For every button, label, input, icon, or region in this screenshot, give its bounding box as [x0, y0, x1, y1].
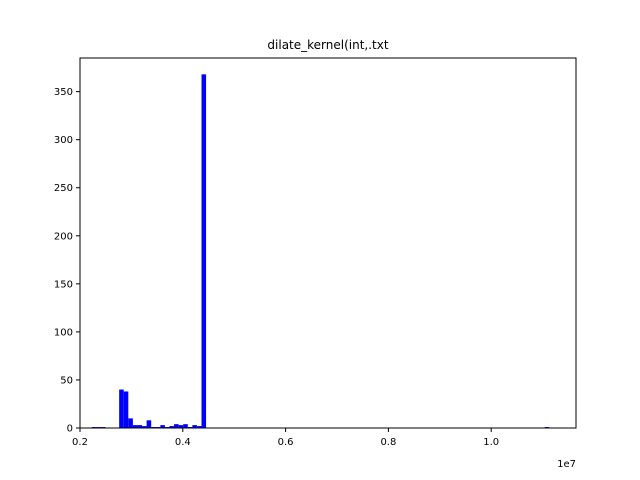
- histogram-bar-4: [123, 391, 129, 428]
- histogram-bar-6: [132, 425, 138, 428]
- x-tick-label-0: 0.2: [72, 437, 88, 448]
- y-tick-label-2: 100: [54, 327, 73, 338]
- y-tick-label-6: 300: [54, 135, 73, 146]
- histogram-bar-16: [178, 425, 184, 428]
- chart-title: dilate_kernel(int,.txt: [267, 38, 388, 52]
- y-tick-label-1: 50: [60, 375, 73, 386]
- histogram-bar-15: [174, 424, 179, 428]
- histogram-bar-20: [196, 426, 202, 428]
- histogram-bar-21: [201, 74, 207, 428]
- y-tick-label-0: 0: [67, 424, 73, 435]
- histogram-bar-12: [160, 425, 165, 428]
- histogram-bar-17: [183, 424, 188, 428]
- bars-group: [91, 74, 550, 428]
- histogram-bar-9: [146, 420, 152, 428]
- histogram-bar-7: [137, 425, 143, 428]
- y-axis: 0 50 100 150 200 250 300 350: [54, 87, 80, 435]
- x-offset-label: 1e7: [557, 459, 576, 470]
- histogram-bar-14: [169, 426, 175, 428]
- histogram-bar-8: [142, 426, 147, 428]
- x-axis: 0.2 0.4 0.6 0.8 1.0: [72, 428, 499, 448]
- y-tick-label-5: 250: [54, 183, 73, 194]
- x-tick-label-4: 1.0: [483, 437, 499, 448]
- histogram-bar-3: [119, 389, 124, 428]
- y-tick-label-4: 200: [54, 231, 73, 242]
- x-tick-label-2: 0.6: [278, 437, 294, 448]
- y-tick-label-7: 350: [54, 87, 73, 98]
- x-tick-label-3: 0.8: [380, 437, 396, 448]
- y-tick-label-3: 150: [54, 279, 73, 290]
- plot-frame: [79, 57, 577, 429]
- x-tick-label-1: 0.4: [175, 437, 191, 448]
- histogram-bar-5: [128, 418, 133, 428]
- histogram-bar-19: [192, 425, 197, 428]
